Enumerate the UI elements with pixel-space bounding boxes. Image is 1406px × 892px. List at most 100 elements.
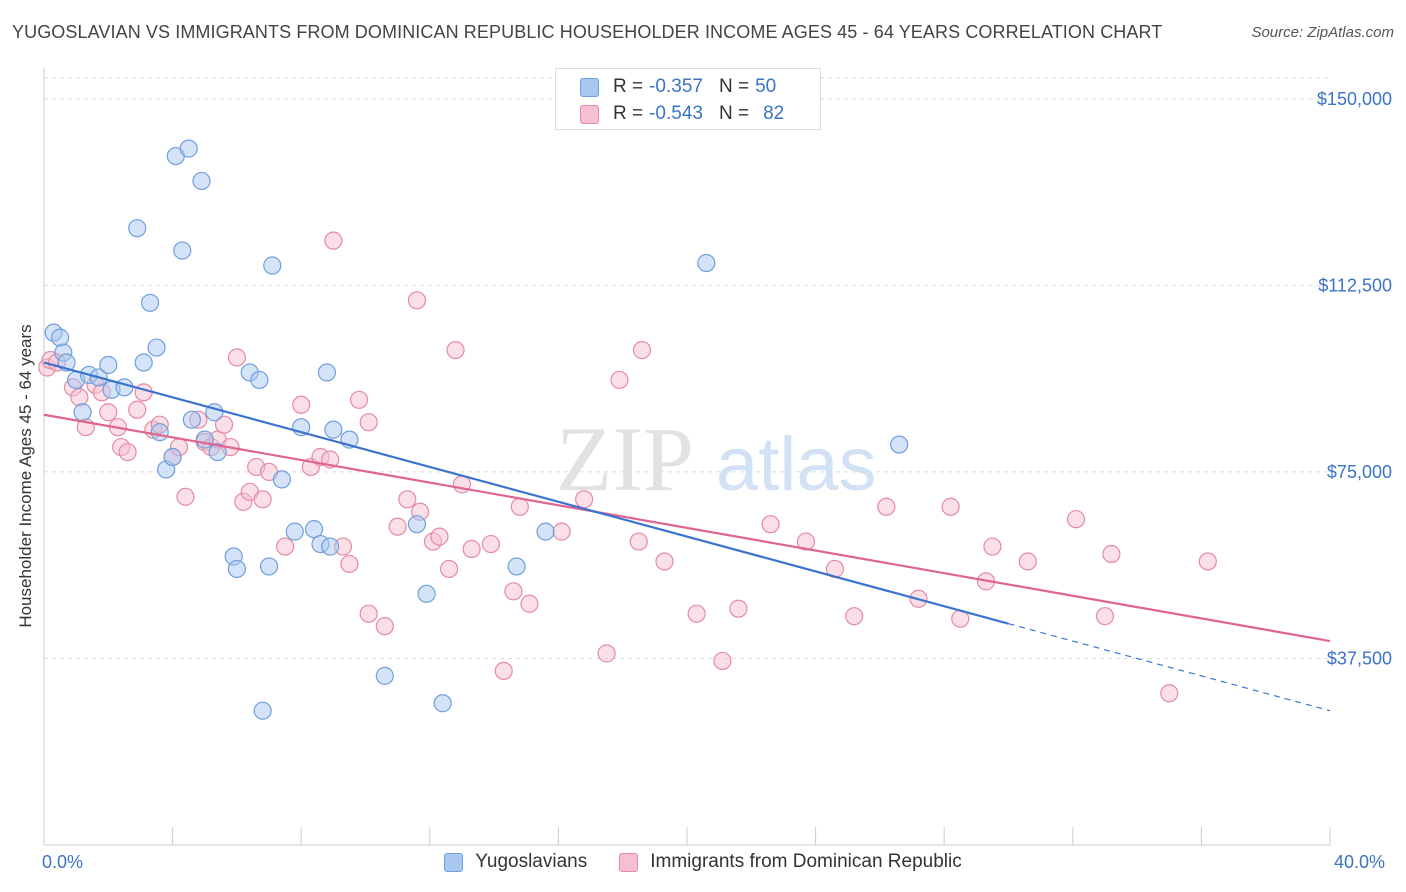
- x-tick-label-max: 40.0%: [1334, 852, 1386, 872]
- yugoslavian-point-11: [128, 219, 147, 238]
- legend-row-yugoslavians: R = -0.357 N = 50: [580, 74, 776, 100]
- y-tick-label-3: $150,000: [1317, 89, 1392, 109]
- yugoslavian-point-40: [324, 420, 343, 439]
- dominican-point-82: [1160, 684, 1179, 703]
- yugoslavian-point-23: [195, 430, 214, 449]
- dominican-point-11: [118, 442, 137, 462]
- dominican-point-52: [462, 539, 481, 559]
- yugoslavian-point-17: [163, 447, 182, 467]
- x-tick-label-min: 0.0%: [42, 852, 84, 872]
- dominican-point-59: [575, 490, 594, 509]
- dominican-point-36: [324, 231, 343, 250]
- yugoslavian-point-34: [285, 522, 304, 541]
- legend-swatch-blue: [444, 852, 464, 872]
- dominican-point-25: [227, 348, 246, 367]
- yugoslavian-point-21: [182, 410, 201, 429]
- dominican-point-69: [796, 532, 816, 551]
- legend-item-yugoslavians[interactable]: Yugoslavians: [444, 851, 587, 873]
- n-label: N =: [718, 76, 750, 97]
- dominican-point-49: [439, 559, 459, 579]
- dominican-point-78: [1018, 552, 1037, 571]
- dominican-point-23: [214, 415, 234, 434]
- series-legend: Yugoslavians Immigrants from Dominican R…: [0, 851, 1406, 873]
- dominican-point-66: [713, 651, 732, 671]
- r-value-yugoslavians: -0.357: [649, 76, 703, 97]
- trend-line-yugoslavians-projection: [1008, 623, 1331, 712]
- dominican-point-45: [407, 291, 427, 310]
- legend-row-dominican: R = -0.543 N = 82: [580, 101, 784, 127]
- watermark-atlas: atlas: [716, 422, 877, 507]
- yugoslavian-point-31: [259, 557, 279, 576]
- legend-swatch-blue: [580, 77, 599, 97]
- dominican-point-40: [359, 413, 378, 432]
- dominican-point-4: [70, 388, 89, 407]
- dominican-point-74: [941, 497, 960, 516]
- yugoslavian-point-47: [536, 522, 555, 541]
- dominican-point-72: [877, 497, 896, 516]
- dominican-point-50: [446, 340, 465, 360]
- dominican-point-71: [845, 607, 864, 626]
- yugoslavian-point-45: [433, 694, 452, 713]
- y-tick-label-2: $112,500: [1318, 275, 1392, 295]
- dominican-point-43: [388, 517, 407, 536]
- dominican-point-63: [632, 340, 652, 360]
- yugoslavian-point-32: [263, 256, 282, 275]
- correlation-legend: R = -0.357 N = 50 R = -0.543 N = 82: [555, 68, 821, 130]
- dominican-point-81: [1102, 544, 1121, 564]
- yugoslavian-point-30: [253, 701, 272, 720]
- yugoslavian-point-38: [317, 363, 337, 382]
- yugoslavian-point-19: [173, 241, 192, 260]
- dominican-point-56: [510, 497, 529, 516]
- yugoslavian-point-29: [250, 370, 269, 390]
- yugoslavian-point-14: [147, 338, 166, 357]
- dominican-point-55: [504, 582, 523, 601]
- dominican-point-83: [1198, 552, 1217, 571]
- dominican-point-79: [1066, 510, 1086, 529]
- dominican-point-42: [375, 617, 394, 636]
- yugoslavian-point-25: [208, 442, 227, 462]
- trend-line-yugoslavians: [43, 361, 1009, 625]
- yugoslavian-point-5: [73, 403, 92, 422]
- yugoslavian-point-43: [407, 515, 427, 534]
- yugoslavian-point-12: [134, 353, 153, 372]
- dominican-point-44: [398, 490, 417, 509]
- y-tick-label-0: $37,500: [1327, 648, 1392, 668]
- yugoslavian-point-13: [140, 293, 160, 312]
- trend-lines: [43, 361, 1331, 712]
- n-value-dominican: 82: [763, 103, 785, 124]
- dominican-point-65: [687, 604, 706, 623]
- dominican-point-64: [655, 552, 674, 571]
- yugoslavian-point-48: [697, 253, 716, 273]
- dominican-point-39: [349, 390, 369, 409]
- yugoslavian-point-1: [50, 328, 70, 347]
- r-label: R =: [613, 103, 644, 124]
- yugoslavian-point-8: [99, 355, 118, 375]
- dominican-point-68: [761, 515, 780, 534]
- n-value-yugoslavians: 50: [755, 76, 777, 97]
- r-value-dominican: -0.543: [649, 103, 703, 124]
- r-label: R =: [613, 76, 644, 97]
- y-tick-label-1: $75,000: [1327, 462, 1392, 482]
- n-label: N =: [718, 103, 750, 124]
- trend-line-dominican: [43, 413, 1331, 643]
- dominican-point-48: [430, 527, 449, 546]
- y-tick-labels: $37,500 $75,000 $112,500 $150,000: [1317, 89, 1392, 669]
- dominican-point-60: [597, 644, 616, 663]
- axes: [43, 68, 1331, 846]
- yugoslavian-point-15: [150, 423, 169, 442]
- dominican-point-41: [359, 604, 378, 623]
- yugoslavian-point-33: [272, 470, 292, 489]
- y-axis-title-container: Householder Income Ages 45 - 64 years: [6, 276, 46, 676]
- yugoslavian-point-42: [375, 666, 394, 685]
- dominican-point-58: [552, 522, 571, 541]
- legend-label-dominican: Immigrants from Dominican Republic: [650, 851, 962, 872]
- y-axis-title: Householder Income Ages 45 - 64 years: [16, 324, 35, 628]
- dominican-point-38: [340, 554, 359, 574]
- dominican-point-62: [629, 532, 648, 551]
- legend-item-dominican[interactable]: Immigrants from Dominican Republic: [619, 851, 962, 873]
- dominican-point-18: [176, 487, 195, 506]
- dominican-point-29: [253, 490, 272, 509]
- dominican-point-12: [128, 400, 147, 419]
- legend-label-yugoslavians: Yugoslavians: [475, 851, 588, 872]
